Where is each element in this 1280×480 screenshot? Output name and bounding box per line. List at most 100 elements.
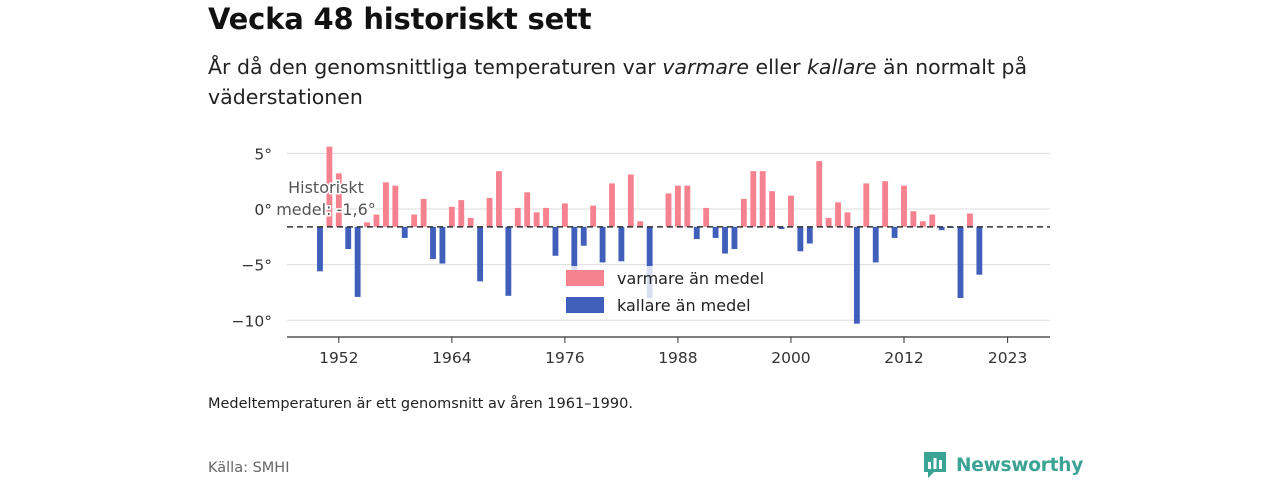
bar-cold (976, 226, 983, 275)
x-tick-label: 1976 (545, 349, 584, 367)
bar-warm (684, 185, 691, 227)
bar-warm (382, 182, 389, 227)
bar-layer (317, 146, 983, 324)
bar-warm (496, 171, 502, 227)
bar-cold (354, 226, 361, 297)
bar-cold (552, 226, 559, 256)
bar-warm (590, 205, 597, 227)
bar-warm (750, 171, 757, 227)
x-tick-label: 2012 (884, 349, 923, 367)
bar-warm (627, 174, 634, 227)
bar-warm (486, 197, 493, 227)
subtitle-text-3: än normalt på väderstationen (208, 55, 1028, 109)
bar-warm (524, 192, 531, 227)
bar-warm (665, 193, 672, 227)
bar-warm (373, 214, 380, 227)
y-tick-label: 5° (254, 145, 272, 163)
mean-annotation-line: Historiskt (288, 178, 364, 197)
bar-warm (458, 200, 465, 227)
bar-cold (778, 226, 785, 230)
grid-layer (287, 152, 1050, 321)
bar-cold (430, 226, 436, 260)
subtitle-text-1: År då den genomsnittliga temperaturen va… (208, 55, 663, 79)
bar-warm (411, 214, 418, 227)
bar-cold (599, 226, 606, 263)
bar-cold (401, 226, 408, 238)
bar-cold (571, 226, 578, 275)
label-layer: Historiskt medel: -1,6° (275, 177, 378, 221)
bar-cold (646, 226, 653, 299)
bar-warm (514, 207, 521, 227)
bar-warm (816, 161, 823, 227)
bar-warm (740, 198, 747, 227)
bar-warm (759, 171, 766, 227)
bar-warm (910, 211, 917, 227)
bar-warm (674, 185, 681, 227)
bar-warm (825, 217, 832, 227)
bar-warm (543, 207, 549, 227)
bar-warm (967, 213, 973, 227)
legend-label-warm: varmare än medel (617, 269, 764, 288)
x-tick-label: 1964 (432, 349, 471, 367)
bar-warm (335, 173, 342, 227)
bar-cold (580, 226, 587, 246)
bar-cold (505, 226, 512, 296)
bar-warm (919, 221, 926, 227)
bar-warm (703, 207, 710, 227)
subtitle-cold-word: kallare (807, 55, 877, 79)
bar-warm (392, 185, 399, 227)
y-tick-label: −10° (232, 312, 272, 330)
legend-label-cold: kallare än medel (617, 296, 751, 315)
bar-cold (693, 226, 700, 240)
bar-cold (722, 226, 728, 254)
y-tick-label: −5° (241, 257, 272, 275)
footnote: Medeltemperaturen är ett genomsnitt av å… (208, 396, 633, 412)
bar-warm (637, 221, 644, 227)
bar-cold (439, 226, 446, 264)
bar-warm (420, 198, 427, 227)
bar-cold (891, 226, 898, 238)
legend-swatch-cold (566, 297, 604, 313)
bar-warm (844, 212, 851, 227)
bar-cold (317, 226, 323, 272)
bar-warm (326, 146, 333, 227)
bar-cold (938, 226, 945, 231)
brand-logo[interactable]: Newsworthy (922, 450, 1083, 480)
legend-swatch-warm (566, 270, 604, 286)
bar-cold (731, 226, 738, 250)
bar-cold (797, 226, 804, 252)
y-tick-label: 0° (254, 201, 272, 219)
subtitle-warm-word: varmare (662, 55, 749, 79)
bar-warm (901, 185, 907, 227)
source-label: Källa: SMHI (208, 460, 290, 476)
bar-warm (929, 214, 936, 227)
newsworthy-logo-icon (924, 452, 946, 478)
temperature-bar-chart: 5°0°−5°−10°1952 1964 1976 1988 2000 2012 2023 … (232, 145, 1050, 367)
bar-cold (477, 226, 484, 282)
bar-cold (618, 226, 625, 262)
bar-warm (448, 206, 455, 227)
bar-cold (712, 226, 719, 238)
chart-title: Vecka 48 historiskt sett (208, 2, 592, 36)
bar-warm (533, 212, 540, 227)
chart-subtitle: År då den genomsnittliga temperaturen va… (208, 52, 1068, 112)
bar-warm (788, 195, 794, 227)
mean-annotation-line: medel: -1,6° (276, 200, 376, 219)
legend: varmare än medel kallare än medel (557, 266, 790, 316)
x-tick-label: 2023 (988, 349, 1027, 367)
x-tick-label: 2000 (771, 349, 810, 367)
bar-cold (806, 226, 813, 244)
bar-warm (835, 202, 841, 227)
x-tick-label: 1988 (658, 349, 697, 367)
bar-warm (609, 183, 615, 227)
bar-warm (882, 181, 889, 227)
bar-warm (467, 217, 474, 227)
x-tick-label: 1952 (319, 349, 358, 367)
bar-cold (345, 226, 352, 250)
bar-warm (769, 191, 776, 227)
brand-name: Newsworthy (956, 454, 1084, 476)
bar-cold (853, 226, 860, 324)
axis-layer: 5° 0° −5° −10° 1952 1964 1976 1988 2000 2012 2023 (232, 145, 1050, 367)
bar-warm (863, 183, 870, 227)
bar-warm (364, 222, 370, 227)
